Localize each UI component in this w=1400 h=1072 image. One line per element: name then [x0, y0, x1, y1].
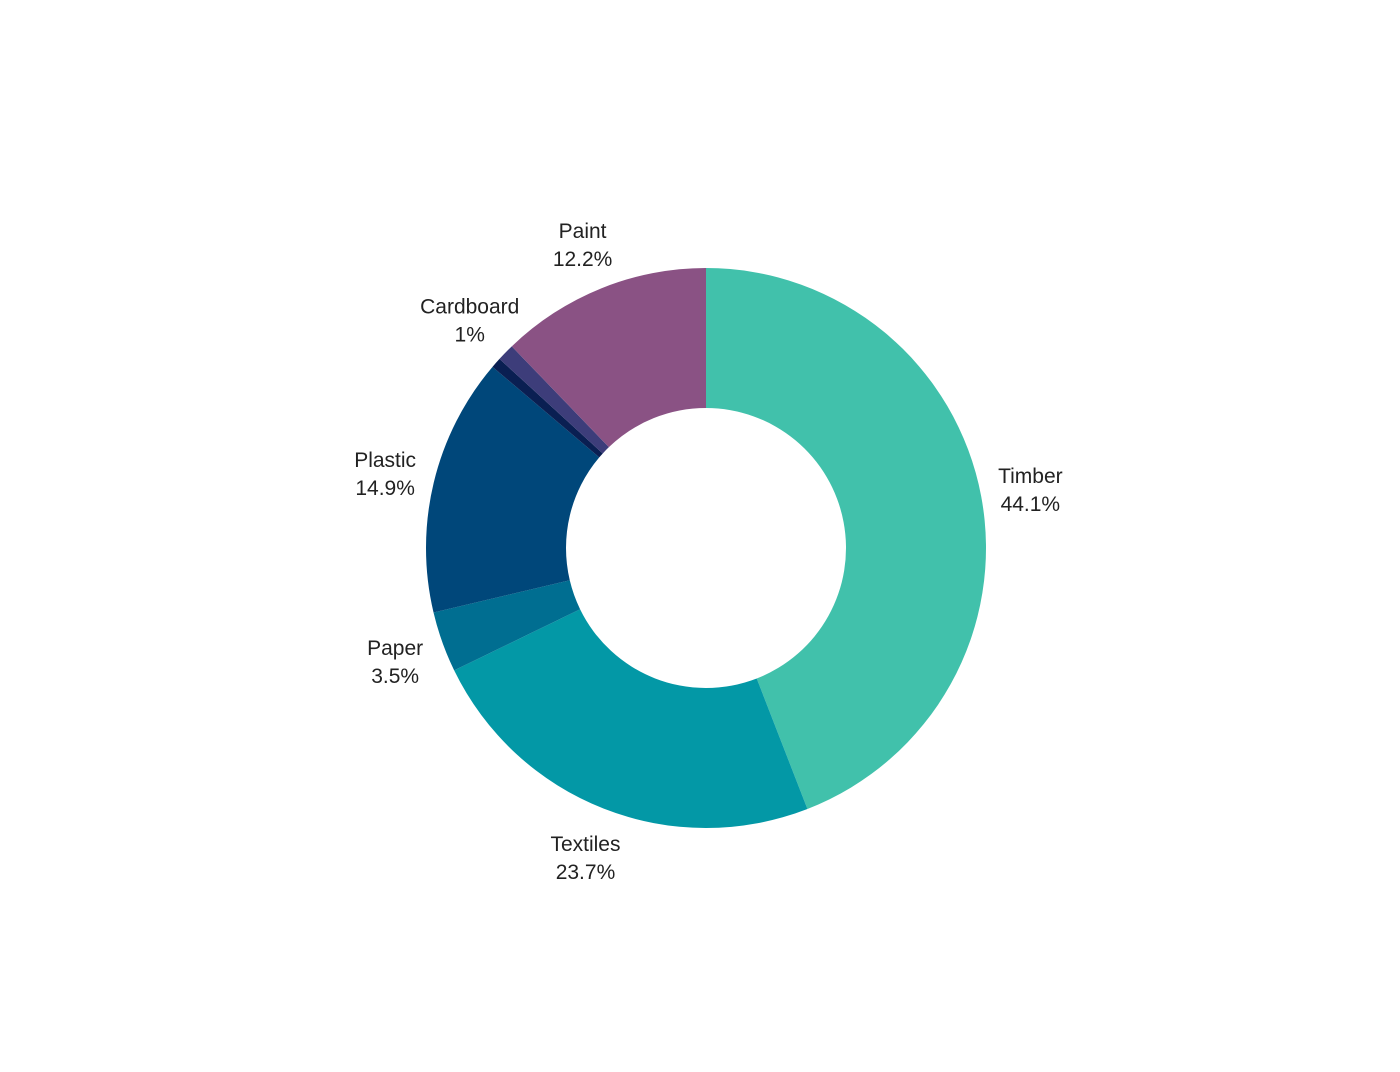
slice-textiles — [454, 609, 808, 829]
slice-label-timber: Timber — [998, 465, 1063, 488]
slice-label-plastic: Plastic — [354, 449, 416, 472]
slice-cardboard — [499, 346, 609, 454]
slice-value-plastic: 14.9% — [355, 477, 415, 500]
slice-value-paper: 3.5% — [371, 665, 419, 688]
slice-value-timber: 44.1% — [1001, 493, 1061, 516]
slice-other — [492, 358, 603, 458]
slice-label-paper: Paper — [367, 637, 423, 660]
slice-value-paint: 12.2% — [553, 248, 613, 271]
slice-plastic — [425, 366, 600, 613]
slice-label-paint: Paint — [559, 220, 607, 243]
slice-paper — [433, 580, 581, 671]
slice-paint — [511, 268, 706, 448]
slice-labels: Timber 44.1% Textiles 23.7% Paper 3.5% Plastic… — [354, 220, 1062, 884]
slice-label-textiles: Textiles — [550, 833, 620, 856]
slice-label-cardboard: Cardboard — [420, 296, 519, 319]
donut-slices — [425, 268, 986, 829]
slice-value-textiles: 23.7% — [556, 861, 616, 884]
slice-timber — [706, 268, 986, 809]
slice-value-cardboard: 1% — [455, 324, 485, 347]
